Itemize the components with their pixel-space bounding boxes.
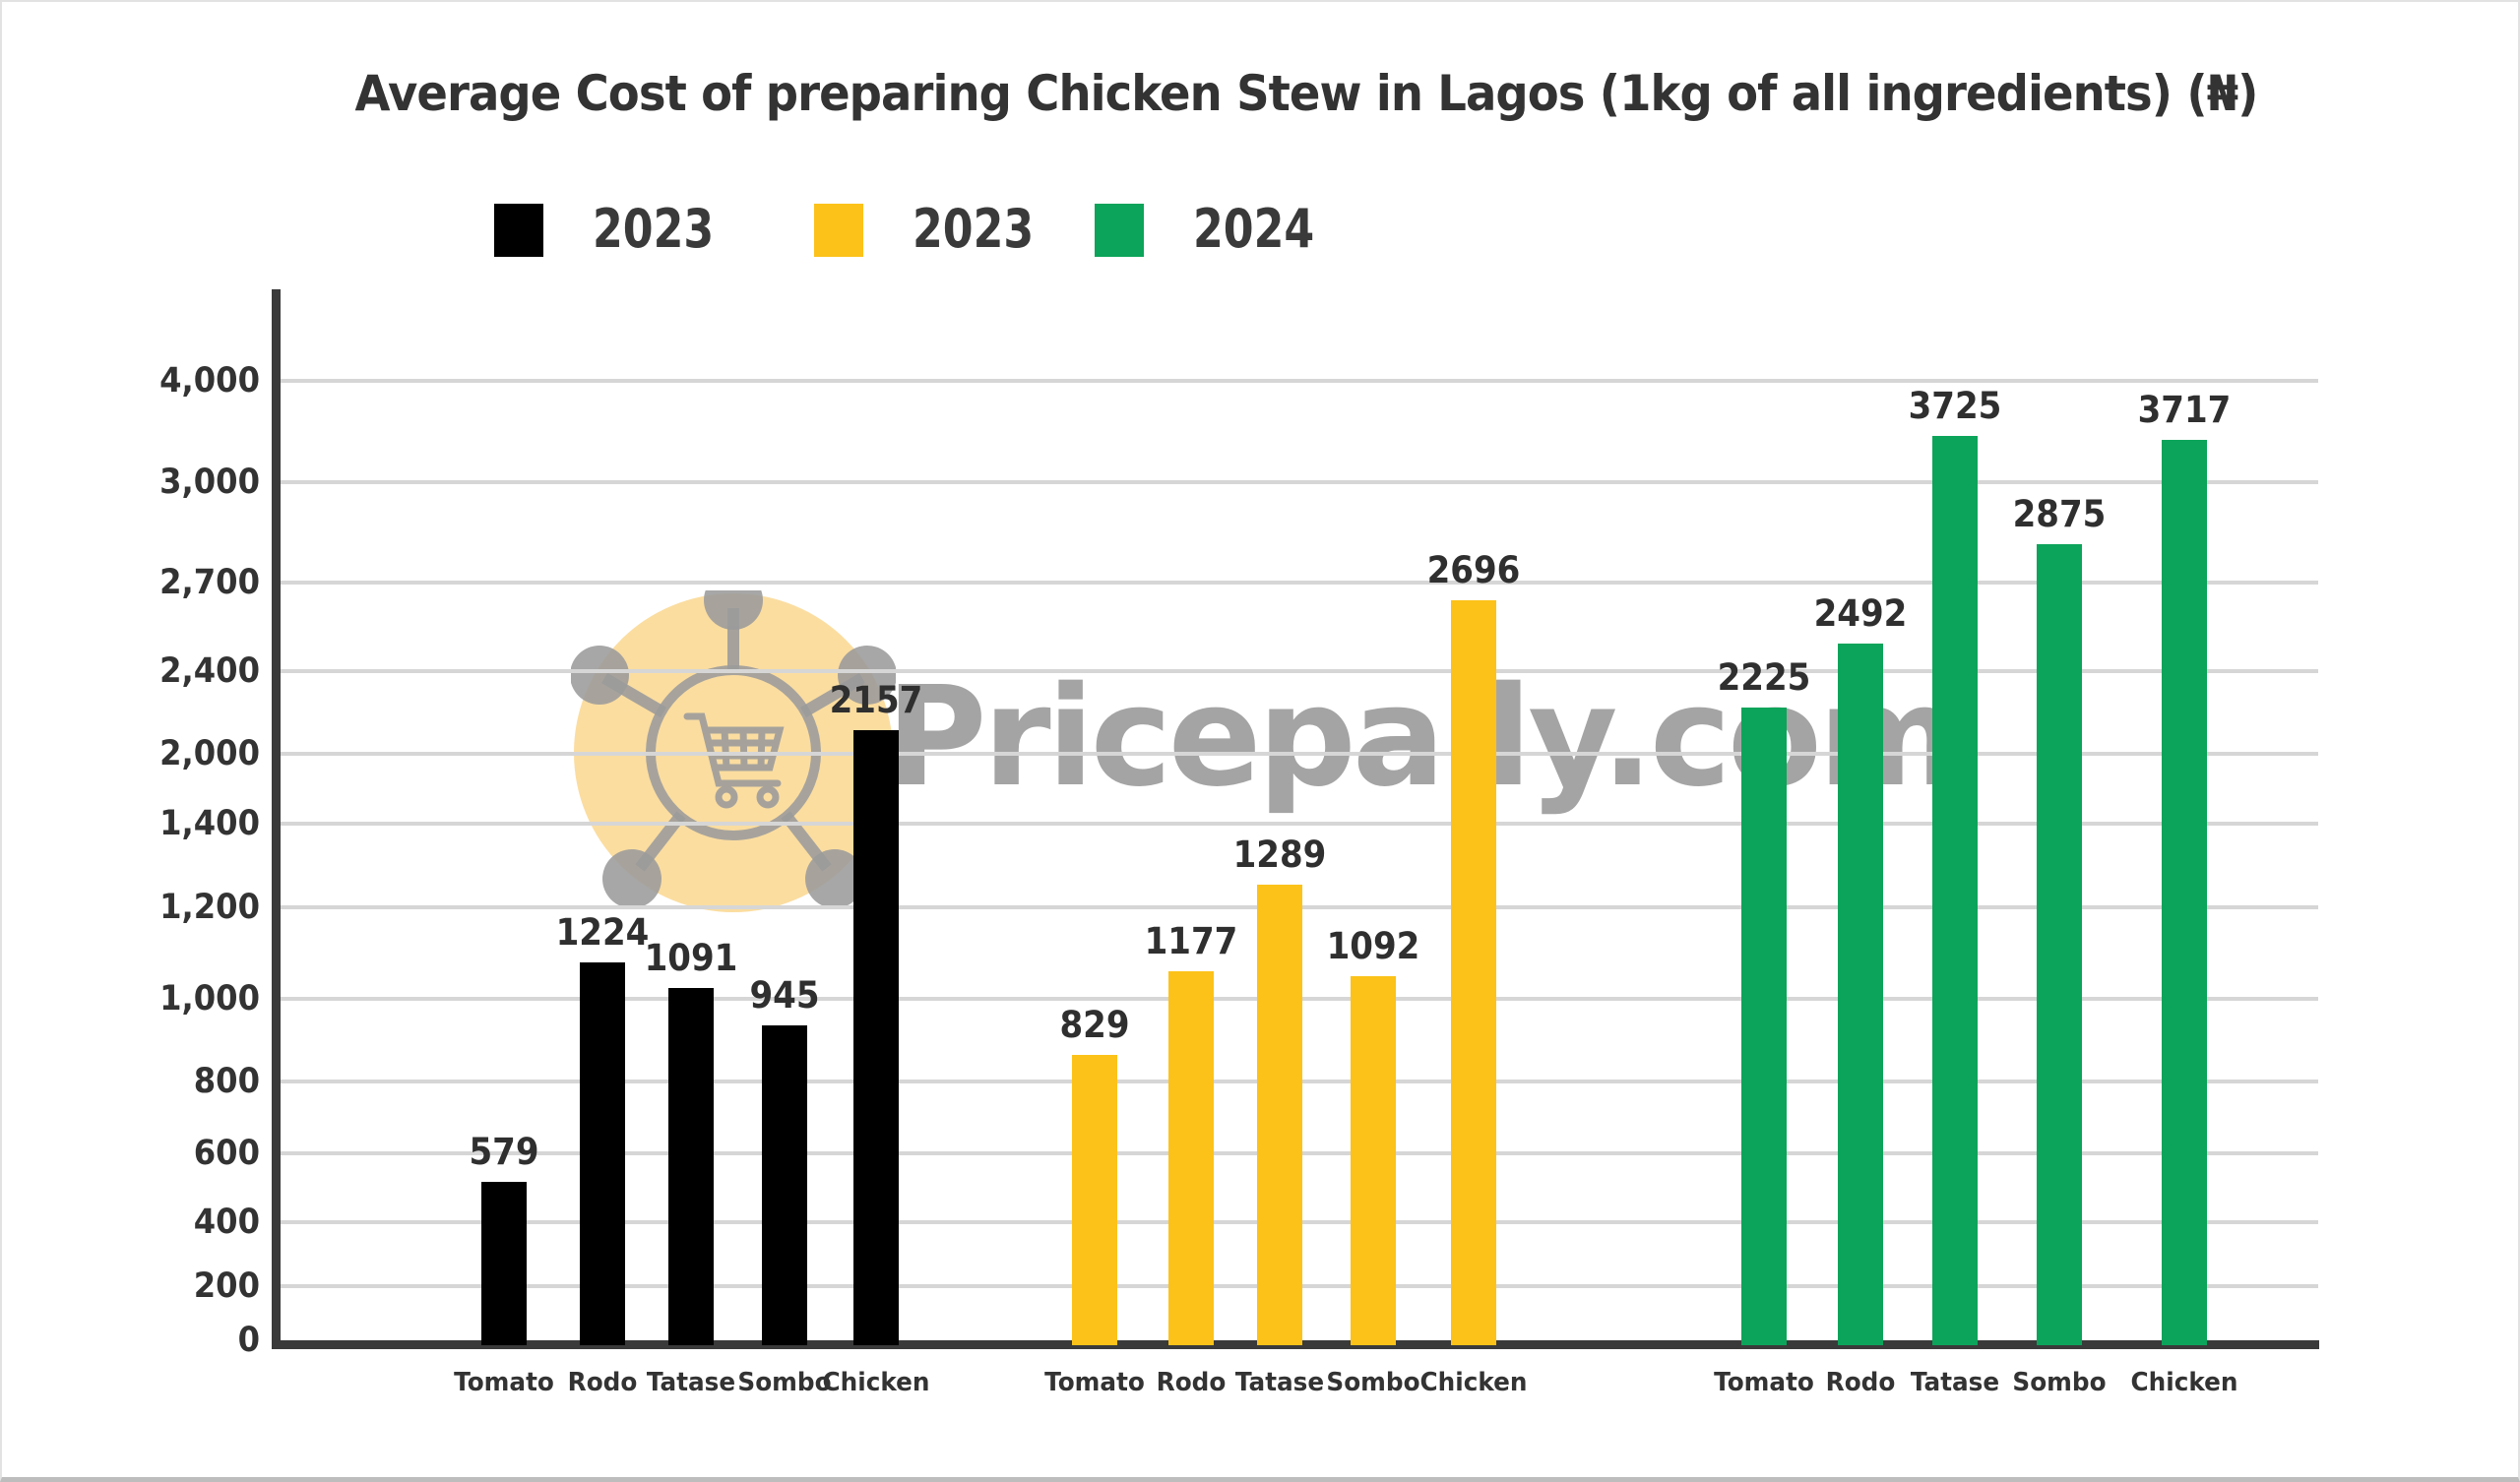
category-label-sombo: Sombo (737, 1368, 832, 1397)
bar-2023-tatase (668, 988, 714, 1345)
y-tick-label-2000: 2,000 (159, 734, 260, 774)
category-label-tomato: Tomato (454, 1368, 554, 1397)
bar-2023-tatase (1257, 884, 1302, 1345)
bar-2024-sombo (2037, 543, 2082, 1345)
bar-2023-chicken (853, 729, 899, 1345)
gridline-4000 (281, 378, 2318, 383)
y-tick-label-200: 200 (193, 1266, 260, 1307)
bar-2023-sombo (762, 1024, 807, 1345)
bar-2024-tatase (1932, 435, 1978, 1345)
chart-title: Average Cost of preparing Chicken Stew i… (354, 65, 2259, 122)
legend-label: 2024 (1193, 198, 1315, 260)
y-axis-line (272, 289, 281, 1349)
y-tick-label-800: 800 (193, 1061, 260, 1101)
bar-2023-chicken (1451, 599, 1496, 1345)
y-tick-label-400: 400 (193, 1202, 260, 1242)
bar-value-label-2023-tomato: 829 (1059, 1003, 1130, 1046)
category-label-chicken: Chicken (2130, 1368, 2238, 1397)
bar-2023-tomato (1072, 1054, 1117, 1345)
category-label-chicken: Chicken (822, 1368, 930, 1397)
bar-value-label-2023-rodo: 1177 (1144, 919, 1238, 962)
legend-label: 2023 (593, 198, 715, 260)
y-tick-label-0: 0 (237, 1321, 260, 1360)
bar-value-label-2023-rodo: 1224 (555, 911, 650, 955)
category-label-tatase: Tatase (646, 1368, 736, 1397)
category-label-sombo: Sombo (1326, 1368, 1420, 1397)
y-tick-label-2700: 2,700 (159, 563, 260, 603)
y-tick-label-600: 600 (193, 1133, 260, 1173)
bar-value-label-2024-tomato: 2225 (1717, 656, 1811, 700)
bar-2024-chicken (2162, 440, 2207, 1345)
logo-nodes (571, 590, 896, 908)
category-label-tatase: Tatase (1910, 1368, 2000, 1397)
category-label-rodo: Rodo (1825, 1368, 1896, 1397)
bar-2023-sombo (1351, 976, 1396, 1345)
legend-label: 2023 (913, 198, 1035, 260)
legend-swatch-2023 (814, 204, 863, 257)
y-tick-label-1000: 1,000 (159, 978, 260, 1019)
bar-value-label-2024-sombo: 2875 (2012, 492, 2107, 535)
gridline-1400 (281, 822, 2318, 827)
bar-value-label-2023-tomato: 579 (469, 1130, 539, 1173)
gridline-2000 (281, 752, 2318, 757)
gridline-3000 (281, 480, 2318, 485)
gridline-2400 (281, 668, 2318, 673)
category-label-rodo: Rodo (567, 1368, 638, 1397)
y-tick-label-4000: 4,000 (159, 360, 260, 401)
legend-swatch-2024 (1095, 204, 1144, 257)
bar-2024-rodo (1838, 643, 1883, 1345)
y-tick-label-2400: 2,400 (159, 650, 260, 691)
bar-value-label-2024-tatase: 3725 (1908, 384, 2002, 427)
bar-value-label-2023-tatase: 1091 (644, 937, 738, 980)
category-label-chicken: Chicken (1419, 1368, 1528, 1397)
bar-value-label-2024-rodo: 2492 (1813, 591, 1908, 635)
y-tick-label-1400: 1,400 (159, 804, 260, 844)
bar-value-label-2023-chicken: 2157 (829, 678, 923, 721)
bar-value-label-2024-chicken: 3717 (2137, 389, 2232, 432)
bar-value-label-2023-tatase: 1289 (1232, 833, 1327, 876)
bar-2024-tomato (1741, 708, 1787, 1345)
bar-value-label-2023-sombo: 1092 (1326, 925, 1420, 968)
bar-2023-rodo (1168, 970, 1214, 1345)
legend-swatch-2023 (494, 204, 543, 257)
category-label-sombo: Sombo (2012, 1368, 2107, 1397)
gridline-2700 (281, 581, 2318, 586)
category-label-tatase: Tatase (1234, 1368, 1325, 1397)
bar-value-label-2023-sombo: 945 (749, 973, 820, 1017)
category-label-tomato: Tomato (1714, 1368, 1814, 1397)
y-tick-label-1200: 1,200 (159, 888, 260, 928)
bar-2023-tomato (481, 1181, 527, 1345)
bar-2023-rodo (580, 962, 625, 1345)
category-label-rodo: Rodo (1156, 1368, 1227, 1397)
category-label-tomato: Tomato (1044, 1368, 1145, 1397)
bar-value-label-2023-chicken: 2696 (1426, 548, 1521, 591)
y-tick-label-3000: 3,000 (159, 463, 260, 503)
